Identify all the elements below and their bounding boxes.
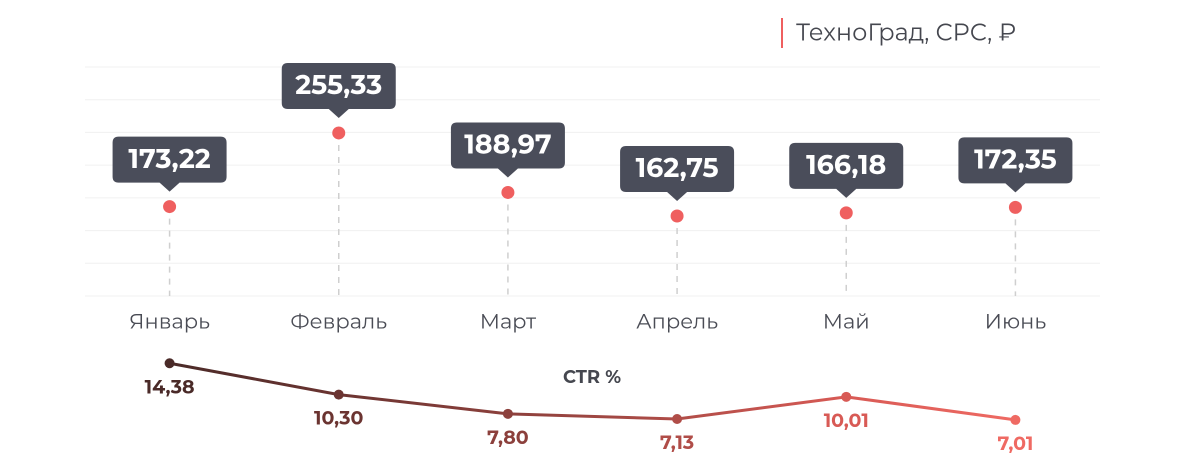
legend-label: ТехноГрад, CPC, ₽ [796,18,1016,47]
value-label: 7,13 [660,431,694,454]
value-label: 7,80 [487,426,529,449]
label-box [620,145,735,201]
label-box [789,142,904,198]
line [169,361,1016,422]
point [672,414,683,424]
label-box [112,136,227,192]
value-label: 172,35 [974,143,1057,176]
point [1008,200,1022,214]
point [841,391,852,402]
value-label: 7,01 [997,432,1033,455]
point [501,185,515,199]
value-label: 14,38 [145,375,195,398]
label-box [281,62,396,118]
label-box [450,122,565,178]
point [163,200,177,214]
x-tick-label: Июнь [985,310,1047,335]
legend-swatch [781,18,783,48]
point [164,358,175,369]
chart-title: CTR % [563,366,621,388]
point [839,206,853,220]
x-tick-label: Январь [129,310,210,335]
value-label: 166,18 [806,148,886,181]
value-label: 255,33 [295,68,382,101]
point [1010,414,1021,425]
value-label: 188,97 [464,128,551,161]
value-label: 173,22 [128,142,210,175]
x-tick-label: Февраль [290,310,387,335]
value-label: 10,30 [314,407,364,430]
x-tick-label: Апрель [636,310,718,335]
x-tick-label: Май [823,310,870,335]
point [332,126,346,140]
value-label: 10,01 [824,409,869,432]
label-box [958,137,1073,193]
grid [85,66,1100,297]
point [670,209,684,223]
value-label: 162,75 [636,151,719,184]
point [333,389,344,400]
x-tick-label: Март [480,310,536,335]
point [502,408,513,419]
